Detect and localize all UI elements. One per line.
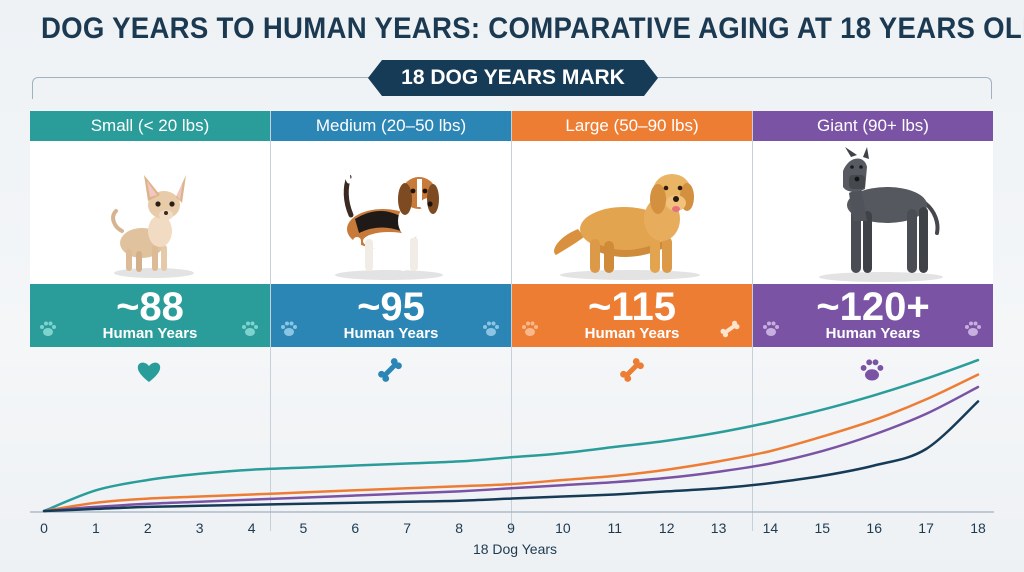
human-years-giant: ~120+	[816, 285, 930, 329]
heart-icon	[137, 362, 161, 382]
x-tick-label: 17	[918, 520, 934, 536]
series-line-giant	[42, 385, 980, 513]
human-years-medium: ~95	[357, 285, 425, 329]
x-tick-label: 9	[507, 520, 515, 536]
x-tick-label: 2	[144, 520, 152, 536]
great-dane-image	[753, 141, 993, 284]
paw-icon	[763, 321, 779, 336]
bone-icon	[378, 358, 402, 382]
banner: 18 DOG YEARS MARK	[368, 60, 658, 96]
column-divider	[270, 111, 271, 531]
x-tick-label: 16	[866, 520, 882, 536]
series-line-small	[42, 358, 980, 513]
human-years-small: ~88	[116, 285, 184, 329]
column-header-small: Small (< 20 lbs)	[30, 111, 270, 141]
bone-icon	[620, 358, 644, 382]
x-tick-label: 7	[403, 520, 411, 536]
column-header-giant: Giant (90+ lbs)	[753, 111, 993, 141]
human-years-unit-giant: Human Years	[825, 325, 921, 342]
paw-icon	[860, 359, 884, 381]
column-small: Small (< 20 lbs)	[30, 111, 270, 347]
x-axis-label: 18 Dog Years	[472, 541, 558, 557]
chihuahua-image	[30, 141, 270, 284]
column-divider	[511, 111, 512, 531]
x-tick-label: 6	[351, 520, 359, 536]
paw-icon	[483, 321, 499, 336]
paw-icon	[40, 321, 56, 336]
x-tick-label: 4	[248, 520, 256, 536]
paw-icon	[522, 321, 538, 336]
x-tick-label: 1	[92, 520, 100, 536]
value-panel-small: ~88 Human Years	[30, 284, 270, 347]
value-panel-giant: ~120+ Human Years	[753, 284, 993, 347]
paw-icon	[965, 321, 981, 336]
paw-icon	[242, 321, 258, 336]
x-tick-label: 10	[555, 520, 571, 536]
paw-icon	[281, 321, 297, 336]
x-tick-label: 12	[659, 520, 675, 536]
beagle-image	[271, 141, 511, 284]
golden-retriever-image	[512, 141, 752, 284]
column-giant: Giant (90+ lbs) ~120+ Hu	[753, 111, 993, 347]
human-years-large: ~115	[588, 285, 676, 329]
x-tick-label: 11	[608, 520, 623, 536]
column-header-medium: Medium (20–50 lbs)	[271, 111, 511, 141]
x-tick-label: 8	[455, 520, 463, 536]
series-line-medium	[42, 400, 980, 513]
x-tick-label: 5	[300, 520, 308, 536]
human-years-unit-small: Human Years	[102, 325, 198, 342]
x-tick-label: 15	[815, 520, 831, 536]
page-title: DOG YEARS TO HUMAN YEARS: COMPARATIVE AG…	[40, 12, 1024, 45]
series-line-large	[42, 373, 980, 513]
bone-icon	[720, 320, 740, 338]
human-years-unit-medium: Human Years	[343, 325, 439, 342]
column-medium: Medium (20–50 lbs)	[271, 111, 511, 347]
column-header-large: Large (50–90 lbs)	[512, 111, 752, 141]
column-divider	[752, 111, 753, 531]
x-tick-label: 0	[40, 520, 48, 536]
column-large: Large (50–90 lbs)	[512, 111, 752, 347]
x-tick-label: 3	[196, 520, 204, 536]
value-panel-large: ~115 Human Years	[512, 284, 752, 347]
value-panel-medium: ~95 Human Years	[271, 284, 511, 347]
x-tick-label: 13	[711, 520, 727, 536]
x-tick-label: 18	[970, 520, 986, 536]
x-tick-label: 14	[763, 520, 779, 536]
human-years-unit-large: Human Years	[584, 325, 680, 342]
